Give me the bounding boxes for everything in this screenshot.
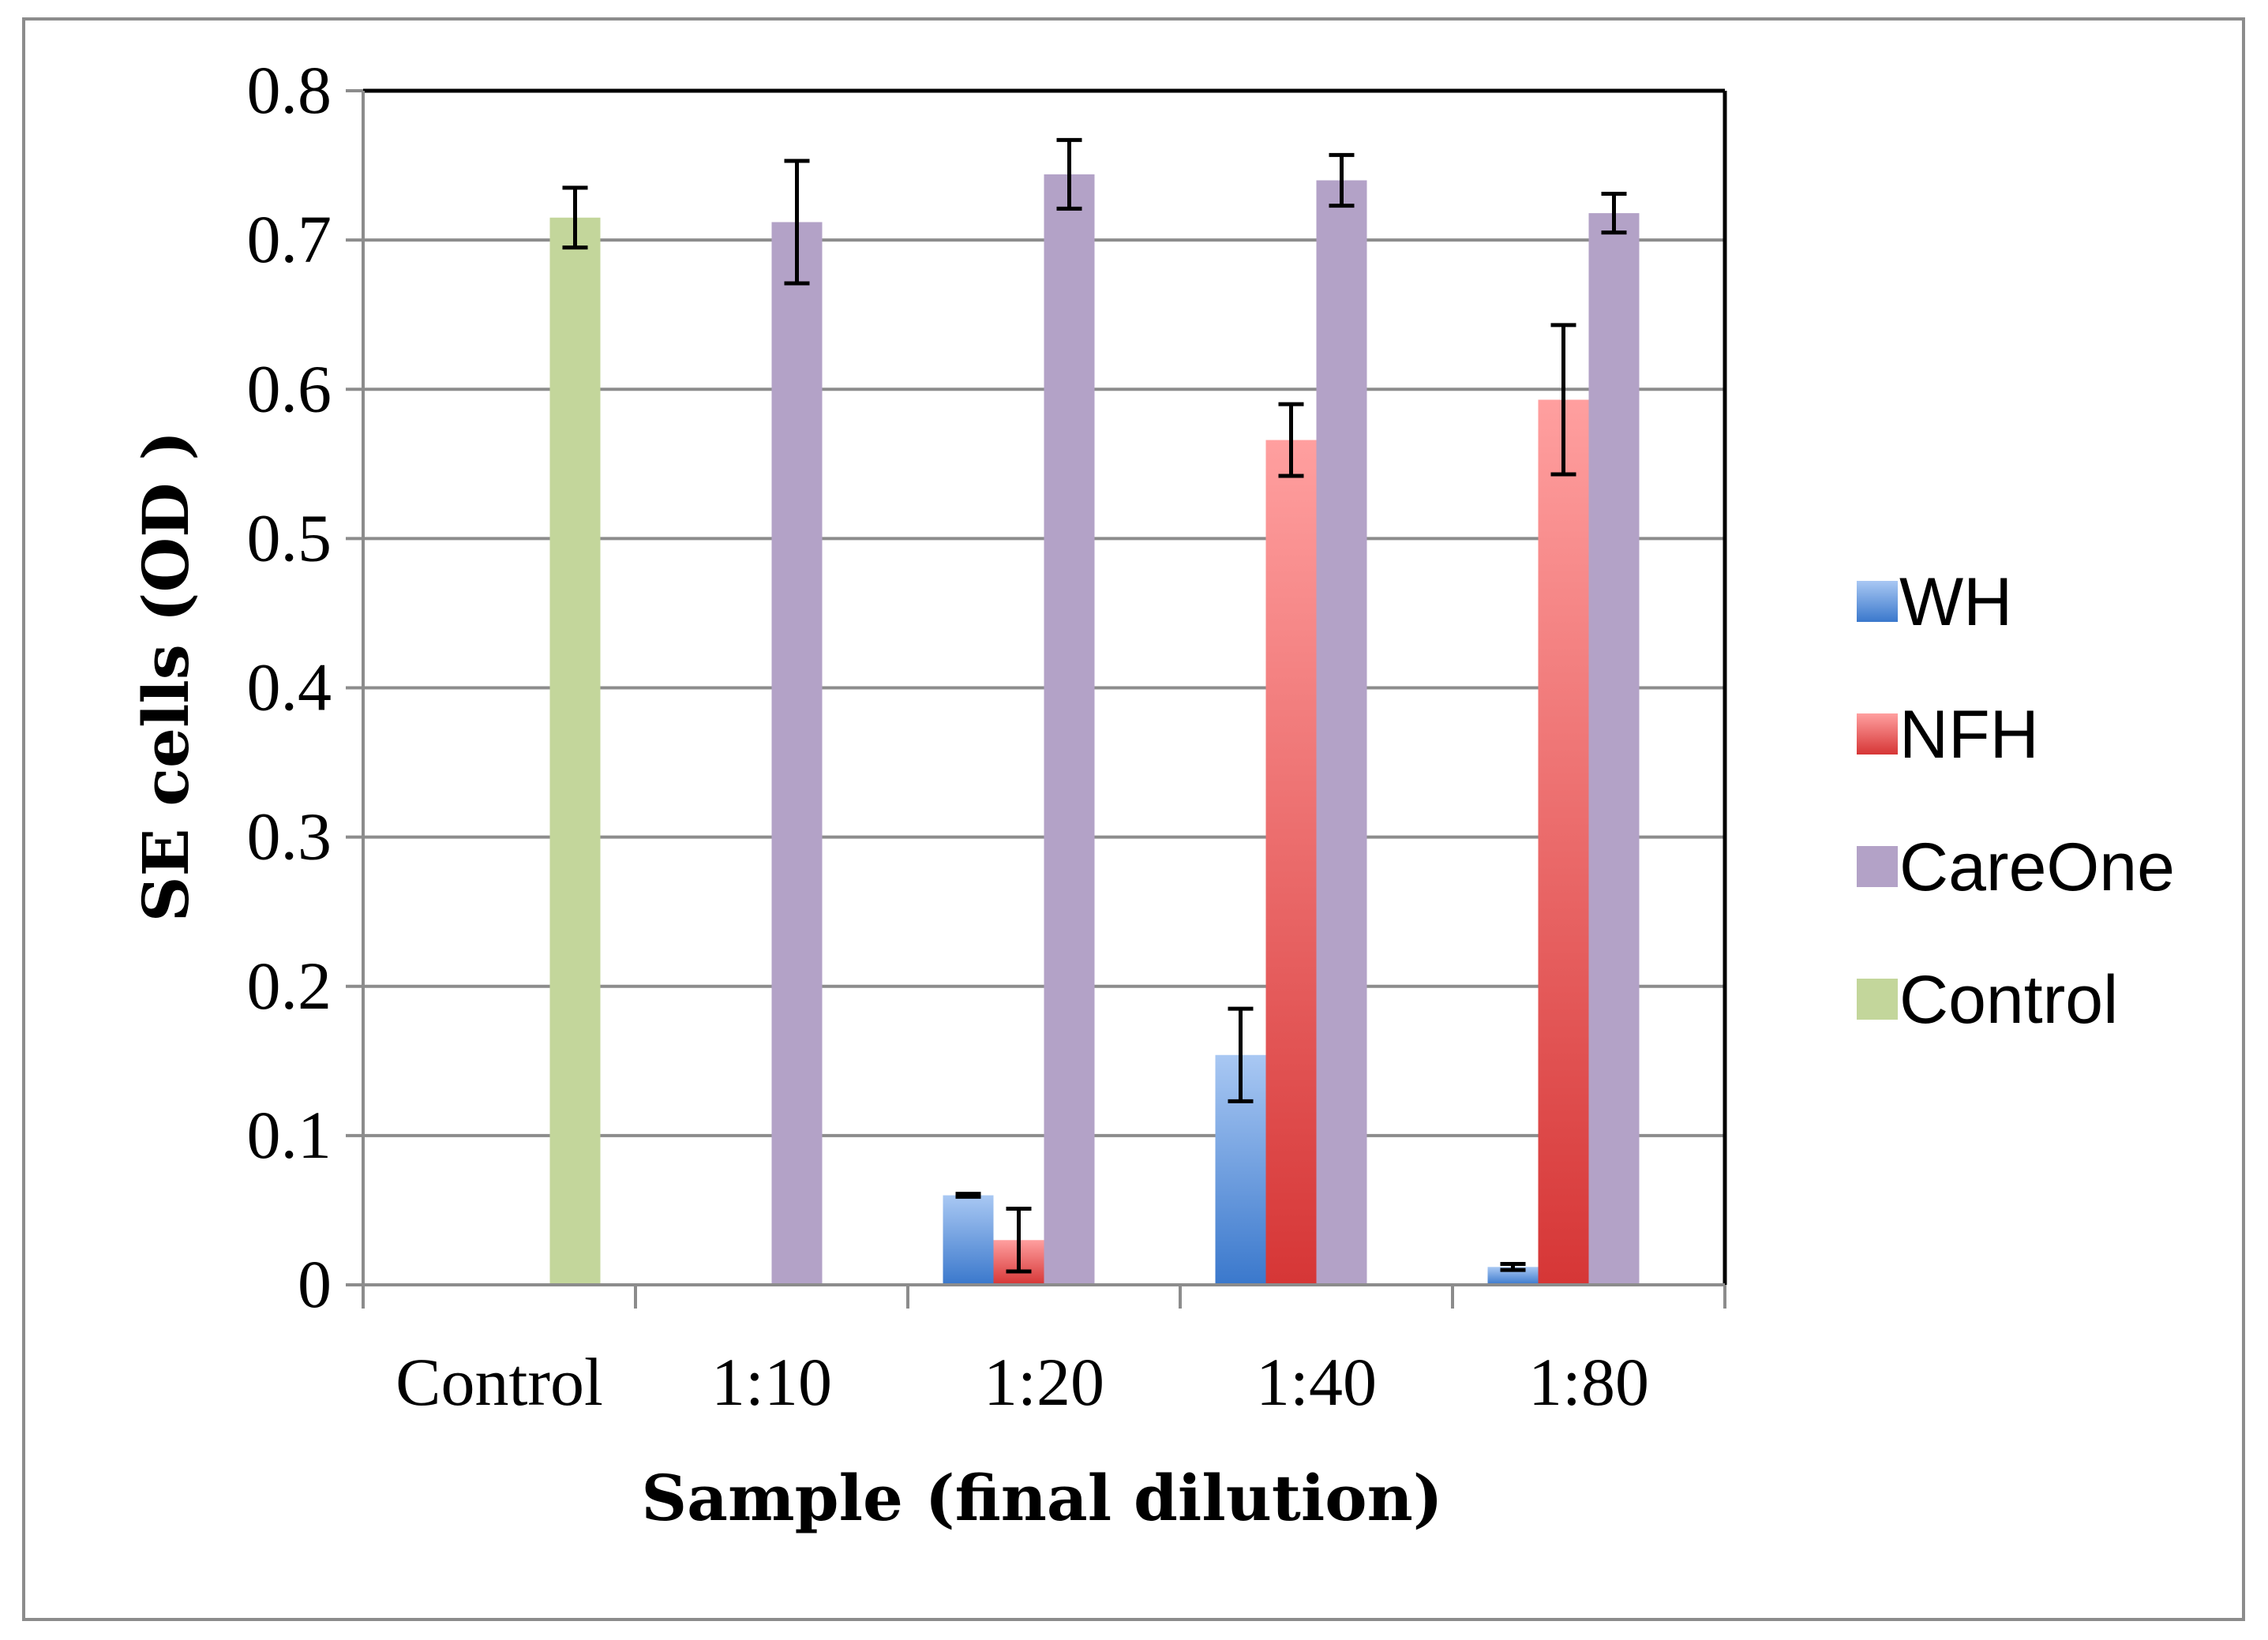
x-axis-title: Sample (final dilution) xyxy=(641,1461,1442,1535)
x-tick-label: 1:10 xyxy=(711,1344,832,1420)
bar-wh xyxy=(943,1195,994,1285)
legend-label-wh: WH xyxy=(1899,564,2012,640)
legend-label-careone: CareOne xyxy=(1899,829,2175,905)
y-tick-label: 0.3 xyxy=(247,799,332,874)
legend-label-control: Control xyxy=(1899,962,2118,1038)
bar-control xyxy=(549,217,601,1286)
x-tick-label: 1:20 xyxy=(984,1344,1104,1420)
legend-swatch-careone xyxy=(1857,846,1898,887)
bar-nfh xyxy=(1265,440,1317,1285)
x-tick-label: Control xyxy=(395,1344,603,1420)
legend-swatch-nfh xyxy=(1857,713,1898,754)
legend-label-nfh: NFH xyxy=(1899,697,2039,773)
legend-swatch-wh xyxy=(1857,581,1898,622)
legend: WH NFH CareOne Control xyxy=(1857,564,2175,1038)
y-tick-label: 0.4 xyxy=(247,650,332,725)
y-tick-label: 0.7 xyxy=(247,201,332,277)
outer-border xyxy=(22,17,2245,1621)
bar-careone xyxy=(1588,213,1640,1285)
y-tick-label: 0.6 xyxy=(247,350,332,426)
bar-nfh xyxy=(1538,399,1589,1285)
bar-careone xyxy=(1316,180,1367,1286)
y-axis-title: SE cells (OD ) xyxy=(129,431,203,923)
y-tick-label: 0 xyxy=(298,1246,332,1322)
bar-careone xyxy=(771,222,823,1286)
x-tick-label: 1:80 xyxy=(1528,1344,1649,1420)
axes: 0 0.1 0.2 0.3 0.4 0.5 0.6 0.7 0.8 Control 1:10 1:20… xyxy=(247,52,1727,1420)
y-tick-label: 0.5 xyxy=(247,500,332,575)
legend-swatch-control xyxy=(1857,979,1898,1020)
y-tick-label: 0.8 xyxy=(247,52,332,128)
bar-careone xyxy=(1044,174,1095,1285)
y-tick-label: 0.2 xyxy=(247,948,332,1024)
y-tick-label: 0.1 xyxy=(247,1097,332,1173)
bars xyxy=(549,137,1640,1286)
x-tick-label: 1:40 xyxy=(1256,1344,1377,1420)
